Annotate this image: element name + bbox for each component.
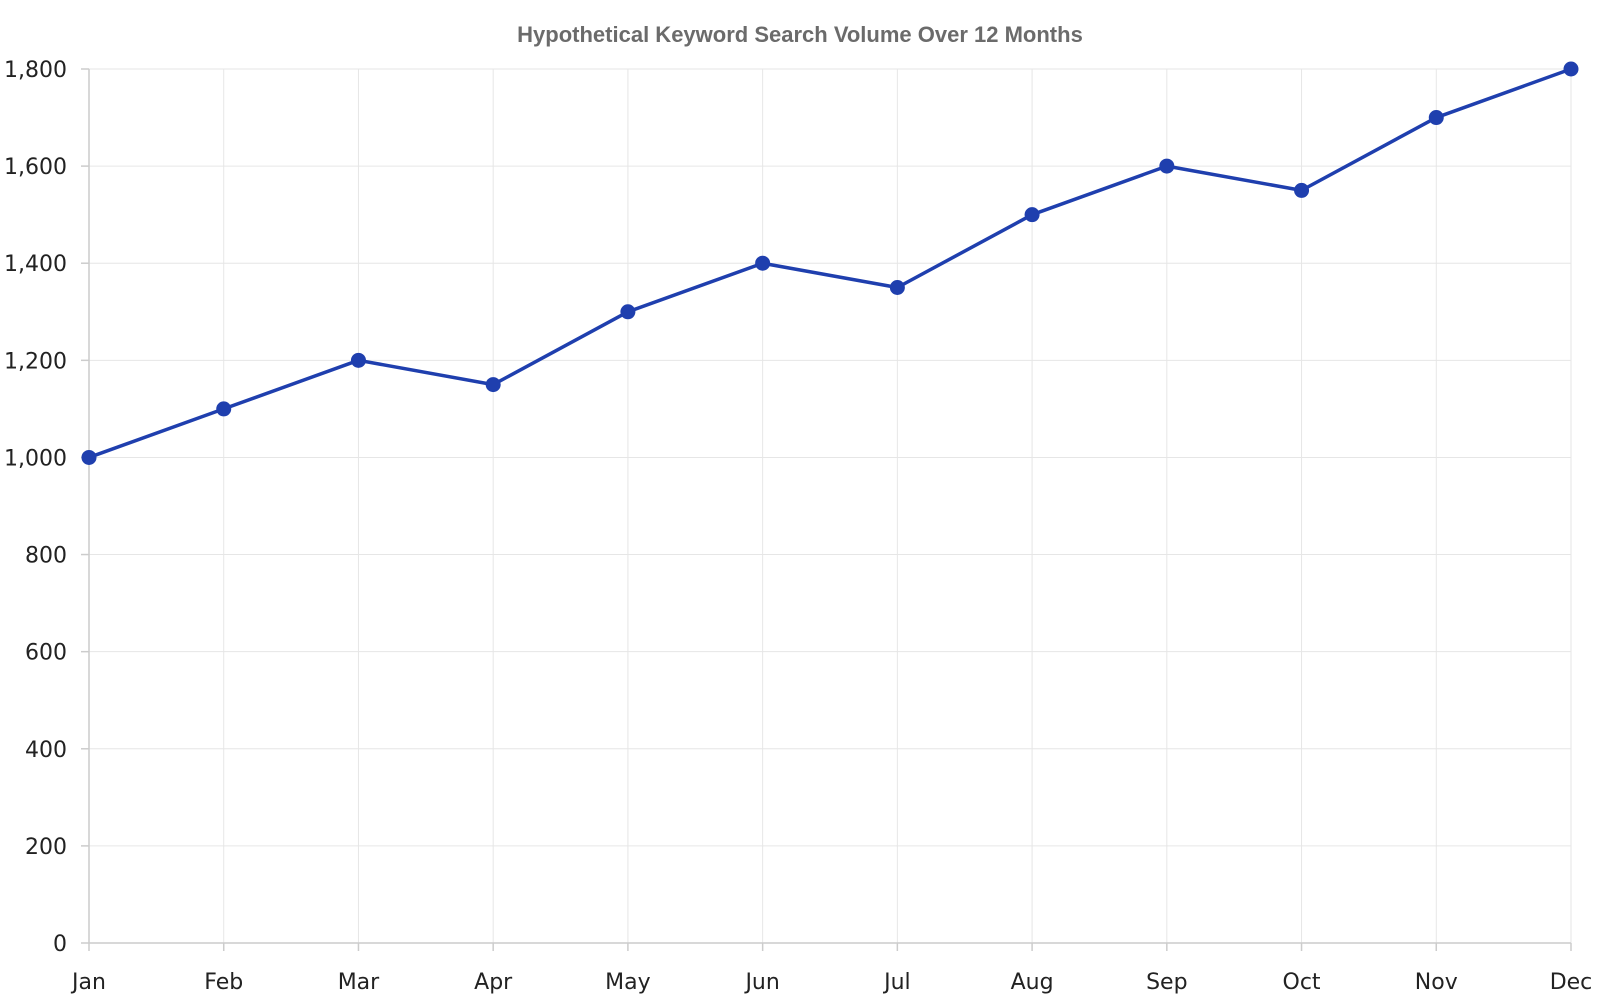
data-point[interactable] (1024, 207, 1040, 223)
data-point[interactable] (889, 280, 905, 295)
y-tick-label: 400 (25, 738, 67, 763)
x-tick-label: Dec (1550, 970, 1593, 995)
data-point[interactable] (485, 377, 501, 393)
y-tick-label: 800 (25, 544, 67, 569)
x-tick-label: Jan (70, 970, 106, 995)
x-tick-label: Feb (204, 970, 243, 995)
x-tick-label: May (605, 970, 650, 995)
y-tick-label: 1,800 (4, 58, 67, 83)
data-point[interactable] (1294, 182, 1310, 198)
data-point[interactable] (1563, 61, 1579, 77)
data-point[interactable] (350, 352, 366, 368)
data-point[interactable] (81, 449, 97, 465)
axis-layer (81, 68, 1572, 951)
y-tick-label: 0 (53, 932, 67, 957)
y-tick-label: 600 (25, 641, 67, 666)
data-point[interactable] (216, 401, 232, 417)
x-tick-label: Nov (1415, 970, 1458, 995)
y-tick-label: 1,600 (4, 155, 67, 180)
y-tick-label: 1,200 (4, 349, 67, 374)
chart-title: Hypothetical Keyword Search Volume Over … (517, 22, 1083, 47)
series-line (88, 67, 1572, 460)
x-tick-label: Apr (474, 970, 513, 995)
x-tick-label: Mar (338, 970, 380, 995)
y-tick-label: 1,400 (4, 252, 67, 277)
x-tick-label: Jun (743, 970, 779, 995)
data-point[interactable] (755, 255, 771, 271)
y-tick-label: 1,000 (4, 446, 67, 471)
x-tick-label: Aug (1011, 970, 1054, 995)
x-tick-label: Jul (882, 970, 911, 995)
x-tick-label: Oct (1283, 970, 1321, 995)
data-point[interactable] (1159, 158, 1175, 174)
x-tick-label: Sep (1146, 970, 1187, 995)
series-layer (81, 61, 1579, 465)
data-point[interactable] (1428, 110, 1444, 126)
data-point[interactable] (620, 304, 636, 320)
y-tick-label: 200 (25, 835, 67, 860)
tick-label-layer: 0 200 400 600 800 1,000 1,200 1,400 1,600 1,800 Ja… (4, 58, 1592, 995)
grid-layer (88, 68, 1572, 944)
